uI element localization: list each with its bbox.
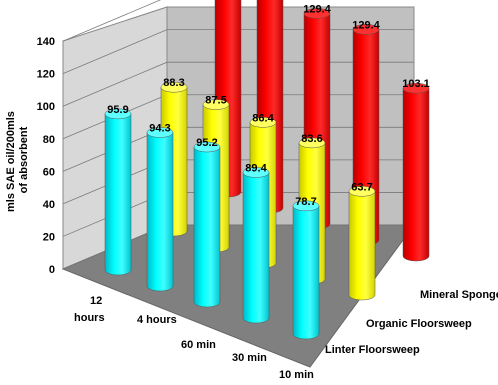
bar <box>402 82 430 262</box>
data-label: 95.2 <box>196 137 217 149</box>
data-label: 87.5 <box>205 95 226 107</box>
y-axis-ticks: 0 20 40 60 80 100 120 140 <box>37 36 55 276</box>
y-tick-label: 60 <box>43 166 55 178</box>
series-label: Mineral Sponge <box>420 289 498 301</box>
y-tick-label: 40 <box>43 199 55 211</box>
data-label: 94.3 <box>149 122 170 134</box>
data-label: 88.3 <box>163 77 184 89</box>
series-axis-labels: Mineral Sponge Organic Floorsweep Linter F… <box>325 289 498 356</box>
y-tick-label: 0 <box>49 264 55 276</box>
category-label: 12 hours <box>74 295 105 324</box>
bars: 130.8133.7129.4129.4103.188.387.586.483.… <box>104 0 430 340</box>
y-tick-label: 120 <box>37 69 55 81</box>
y-tick-label: 140 <box>37 36 55 48</box>
data-label: 129.4 <box>303 3 331 15</box>
y-tick-label: 100 <box>37 101 55 113</box>
gridline <box>62 29 414 75</box>
gridline <box>62 61 414 107</box>
gridline <box>62 0 162 42</box>
category-label: 30 min <box>232 352 267 364</box>
x-axis-categories: 12 hours 4 hours 60 min 30 min 10 min <box>74 295 314 381</box>
bar <box>146 127 174 292</box>
bar <box>193 141 221 308</box>
data-label: 86.4 <box>252 112 274 124</box>
y-axis-label: mls SAE oil/200mls of absorbent <box>5 108 30 212</box>
data-label: 78.7 <box>295 196 316 208</box>
data-label: 103.1 <box>402 78 430 90</box>
data-label: 89.4 <box>245 162 267 174</box>
category-label: 4 hours <box>137 314 177 326</box>
series-label: Linter Floorsweep <box>325 344 420 356</box>
category-label: 10 min <box>279 369 314 381</box>
y-tick-label: 20 <box>43 231 55 243</box>
bar <box>104 108 132 276</box>
data-label: 95.9 <box>107 104 128 116</box>
data-label: 83.6 <box>301 133 322 145</box>
series-label: Organic Floorsweep <box>366 318 472 330</box>
data-label: 63.7 <box>351 181 372 193</box>
bar <box>242 167 270 324</box>
category-label: 60 min <box>181 339 216 351</box>
bar <box>348 186 376 301</box>
data-label: 129.4 <box>352 19 380 31</box>
y-tick-label: 80 <box>43 134 55 146</box>
bar <box>292 200 320 340</box>
